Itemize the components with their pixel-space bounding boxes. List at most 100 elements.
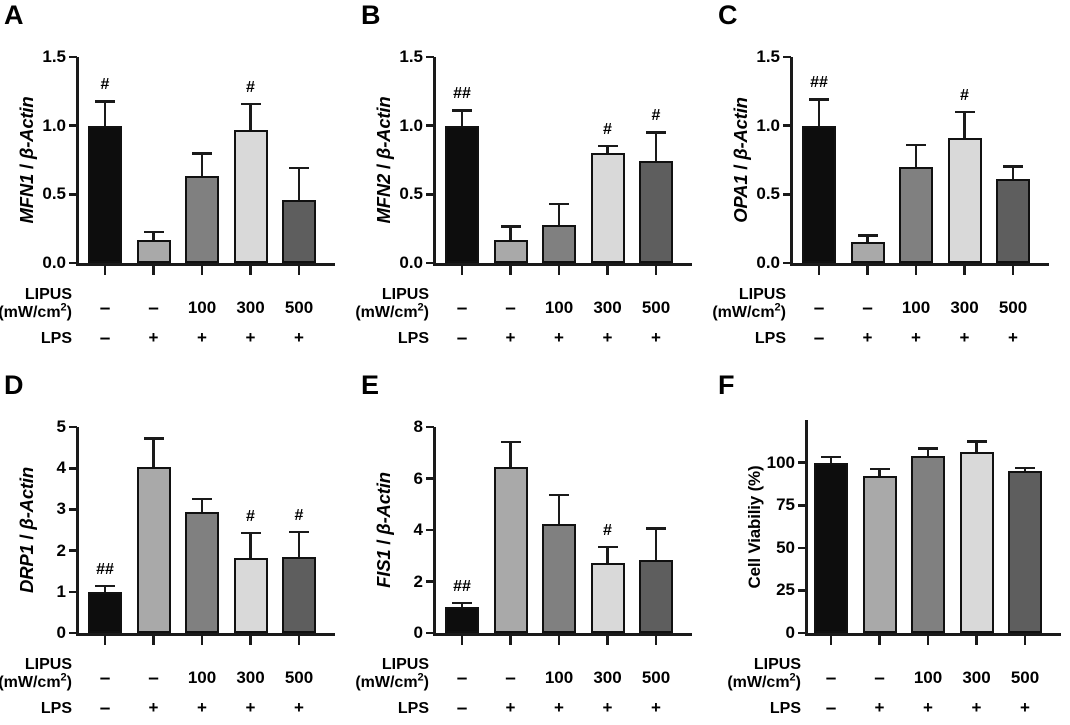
bar — [850, 242, 885, 263]
y-tick-label: 5 — [56, 417, 66, 436]
lipus-value-cell: 500 — [998, 298, 1028, 317]
bar — [233, 129, 268, 263]
bar — [282, 556, 316, 633]
error-bar-stem — [866, 234, 869, 243]
lipus-value-cell: – — [505, 298, 516, 319]
bar — [1008, 471, 1042, 633]
lps-value-cell: – — [813, 328, 825, 349]
error-bar-cap — [857, 234, 878, 237]
lps-value-cell: + — [245, 698, 256, 717]
x-tick — [509, 265, 512, 275]
y-tick-label: 0.5 — [399, 184, 423, 204]
y-tick-label: 1.5 — [42, 47, 66, 66]
error-bar-stem — [152, 230, 155, 240]
lipus-row-label: LIPUS (mW/cm2) — [355, 656, 429, 691]
lps-value-cell: + — [971, 698, 982, 717]
error-bar-stem — [103, 100, 107, 126]
x-tick — [914, 265, 918, 275]
panel-letter-e: E — [361, 370, 380, 400]
error-bar-cap — [289, 530, 309, 534]
x-tick — [249, 265, 252, 275]
y-tick — [783, 193, 791, 196]
x-tick — [249, 635, 252, 645]
error-bar-cap — [452, 601, 472, 604]
lipus-value-cell: – — [99, 668, 111, 689]
y-axis-line — [805, 420, 808, 634]
bar — [88, 591, 122, 633]
y-tick — [798, 589, 806, 592]
y-tick — [426, 631, 434, 635]
error-bar-stem — [297, 166, 301, 200]
lipus-value-cell: 100 — [901, 298, 931, 317]
panel-letter-f: F — [718, 370, 735, 400]
bar — [185, 176, 219, 263]
y-axis-label: Cell Viabiliy (%) — [745, 465, 764, 588]
y-tick — [783, 55, 791, 59]
error-bar-stem — [926, 447, 930, 456]
panel-e: E 0 2 4 6 8 FIS1 / β-Actin ## # LIPUS (mW/cm2) LPS –… — [355, 370, 713, 725]
error-bar-cap — [597, 144, 618, 148]
x-tick — [460, 265, 464, 275]
y-axis-label: MFN1 / β-Actin — [16, 96, 37, 224]
significance-marker: # — [294, 506, 304, 524]
lps-value-cell: – — [825, 698, 837, 719]
lps-value-cell: + — [197, 698, 207, 717]
lps-row-label: LPS — [754, 330, 786, 347]
bar — [282, 199, 316, 263]
y-tick-label: 0.5 — [42, 184, 66, 204]
y-tick-label: 0 — [56, 623, 66, 642]
panel-letter-b: B — [361, 0, 381, 30]
panel-a: A 0.0 0.5 1.0 1.5 MFN1 / β-Actin # # LIPUS (mW/cm… — [0, 0, 356, 355]
bar — [639, 161, 673, 263]
error-bar-stem — [606, 545, 609, 563]
x-tick — [1023, 635, 1027, 645]
lps-value-cell: + — [148, 328, 159, 347]
error-bar-stem — [914, 143, 918, 167]
plot-area-d: 0 1 2 3 4 5 DRP1 / β-Actin ## # # LIPUS (mW/cm2) LPS… — [0, 370, 356, 725]
x-tick — [926, 635, 930, 645]
significance-marker: # — [246, 508, 255, 526]
lipus-value-cell: – — [148, 298, 159, 319]
error-bar-stem — [963, 110, 966, 138]
error-bar-stem — [249, 532, 252, 559]
error-bar-cap — [240, 103, 261, 106]
error-bar-stem — [654, 527, 658, 560]
lps-value-cell: + — [554, 698, 564, 717]
y-tick — [69, 467, 77, 470]
lps-value-cell: + — [554, 328, 564, 347]
x-tick — [297, 635, 301, 645]
y-tick-label: 0 — [785, 623, 795, 642]
x-tick — [817, 265, 821, 275]
lipus-value-cell: – — [874, 668, 885, 689]
plot-area-e: 0 2 4 6 8 FIS1 / β-Actin ## # LIPUS (mW/cm2) LPS – –… — [355, 370, 713, 725]
y-tick-label: 1.0 — [399, 115, 423, 135]
panel-d: D 0 1 2 3 4 5 DRP1 / β-Actin ## # # LIPUS (mW/cm2) LP… — [0, 370, 356, 725]
lps-value-cell: + — [505, 698, 516, 717]
significance-marker: ## — [96, 560, 114, 578]
significance-marker: # — [246, 79, 255, 96]
lipus-value-cell: 300 — [236, 298, 265, 317]
error-bar-cap — [869, 467, 890, 471]
panel-f: F 0 25 50 75 100 Cell Viabiliy (%) LIPUS (mW/cm2… — [714, 370, 1070, 725]
lps-value-cell: + — [294, 698, 304, 717]
y-tick — [798, 504, 806, 507]
x-tick — [866, 265, 869, 275]
panel-b: B 0.0 0.5 1.0 1.5 MFN2 / β-Actin ## # # LIPUS (mW/… — [355, 0, 713, 355]
error-bar-cap — [1015, 466, 1035, 470]
lps-row-label: LPS — [397, 330, 429, 347]
x-tick — [103, 635, 107, 645]
y-tick — [69, 261, 77, 265]
lps-value-cell: + — [245, 328, 256, 347]
y-tick — [69, 508, 77, 511]
y-tick — [426, 580, 434, 583]
y-axis-line — [433, 57, 436, 264]
lps-value-cell: + — [959, 328, 970, 347]
y-tick-label: 0.0 — [756, 253, 780, 272]
error-bar-stem — [606, 144, 609, 154]
bar — [899, 166, 933, 263]
x-tick — [509, 635, 512, 645]
lps-value-cell: – — [456, 328, 468, 349]
lipus-value-cell: 500 — [641, 298, 671, 317]
error-bar-stem — [654, 131, 658, 162]
bar — [88, 125, 122, 263]
